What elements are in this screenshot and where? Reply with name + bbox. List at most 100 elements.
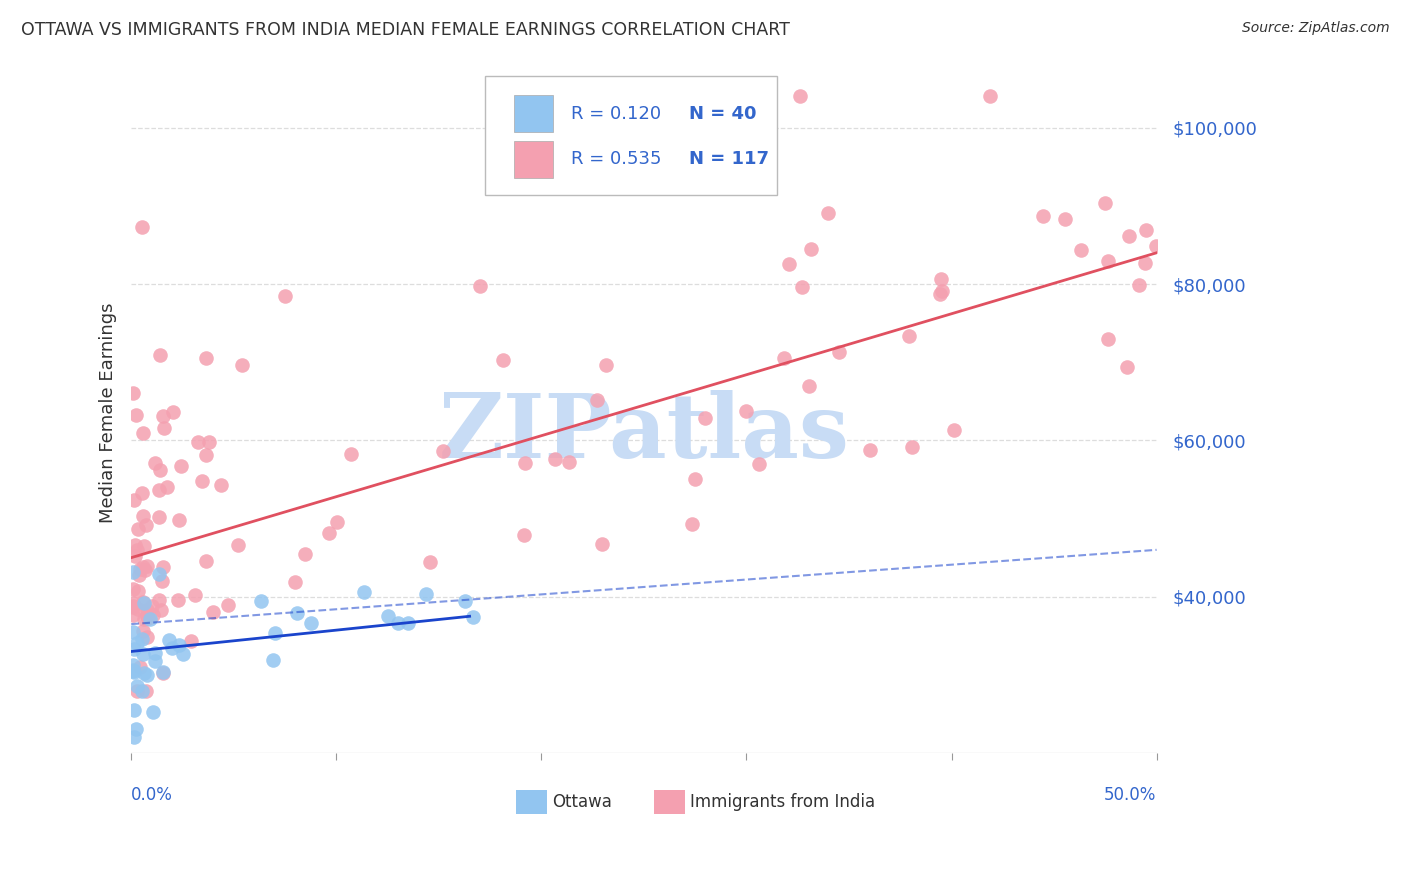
Point [929, 272, 952, 286]
FancyBboxPatch shape [516, 790, 547, 814]
Point [170, 458, 193, 473]
Point [122, 625, 145, 640]
Point [299, 615, 322, 630]
Point [157, 632, 180, 647]
Point [136, 611, 159, 625]
Point [264, 626, 287, 640]
Point [132, 647, 155, 661]
Point [131, 486, 153, 500]
FancyBboxPatch shape [513, 141, 553, 178]
Point [681, 517, 703, 532]
Point [132, 425, 155, 440]
Point [152, 560, 174, 574]
Point [194, 351, 217, 365]
Point [202, 605, 225, 619]
Point [125, 543, 148, 558]
Point [194, 449, 217, 463]
Point [1070, 243, 1092, 257]
Point [735, 403, 758, 417]
Point [209, 477, 232, 491]
Point [492, 353, 515, 368]
Point [122, 386, 145, 401]
Point [274, 289, 297, 303]
Point [141, 599, 163, 613]
Text: N = 117: N = 117 [689, 151, 769, 169]
Point [132, 509, 155, 524]
Point [122, 566, 145, 580]
Point [340, 447, 363, 461]
Point [134, 596, 156, 610]
Point [513, 456, 536, 470]
Point [180, 634, 202, 648]
Point [148, 483, 170, 497]
Point [790, 280, 813, 294]
Point [122, 600, 145, 615]
Point [132, 612, 155, 626]
Point [132, 665, 155, 680]
Point [167, 638, 190, 652]
Y-axis label: Median Female Earnings: Median Female Earnings [100, 302, 117, 524]
Point [1054, 211, 1077, 226]
Point [217, 598, 239, 612]
Point [152, 409, 174, 423]
Point [162, 641, 184, 656]
Point [1128, 278, 1150, 293]
Point [122, 665, 145, 679]
Text: N = 40: N = 40 [689, 104, 756, 123]
Point [131, 220, 153, 235]
Point [1097, 332, 1119, 346]
Point [127, 522, 149, 536]
Point [167, 513, 190, 527]
Point [1094, 196, 1116, 211]
Point [124, 549, 146, 563]
Point [128, 568, 150, 582]
Point [125, 408, 148, 422]
Point [145, 456, 167, 470]
FancyBboxPatch shape [513, 95, 553, 133]
Point [156, 479, 179, 493]
Point [143, 646, 166, 660]
Point [198, 435, 221, 450]
Point [432, 444, 454, 458]
Point [396, 615, 419, 630]
Point [132, 559, 155, 574]
Point [262, 653, 284, 667]
Point [127, 683, 149, 698]
Point [149, 348, 172, 362]
Point [195, 554, 218, 568]
Point [387, 615, 409, 630]
Point [898, 329, 921, 343]
Point [135, 668, 157, 682]
Point [136, 559, 159, 574]
Point [377, 609, 399, 624]
Point [1115, 359, 1137, 374]
Point [122, 599, 145, 614]
Point [595, 358, 617, 372]
Text: Ottawa: Ottawa [551, 793, 612, 811]
Text: ZIPatlas: ZIPatlas [439, 390, 849, 477]
Point [789, 89, 811, 103]
Text: Source: ZipAtlas.com: Source: ZipAtlas.com [1241, 21, 1389, 35]
Point [828, 345, 851, 359]
Point [187, 435, 209, 450]
Point [124, 538, 146, 552]
Point [148, 566, 170, 581]
Point [773, 351, 796, 365]
Point [142, 705, 165, 719]
Point [683, 472, 706, 486]
Point [138, 612, 160, 626]
Point [226, 538, 249, 552]
Point [859, 443, 882, 458]
Point [122, 657, 145, 672]
Text: R = 0.535: R = 0.535 [571, 151, 662, 169]
Point [136, 603, 159, 617]
Point [127, 584, 149, 599]
Text: 0.0%: 0.0% [131, 786, 173, 804]
Point [979, 89, 1001, 103]
Point [415, 587, 437, 601]
Point [231, 358, 253, 372]
Point [184, 588, 207, 602]
Point [942, 423, 965, 437]
Point [1118, 228, 1140, 243]
Point [1032, 209, 1054, 223]
